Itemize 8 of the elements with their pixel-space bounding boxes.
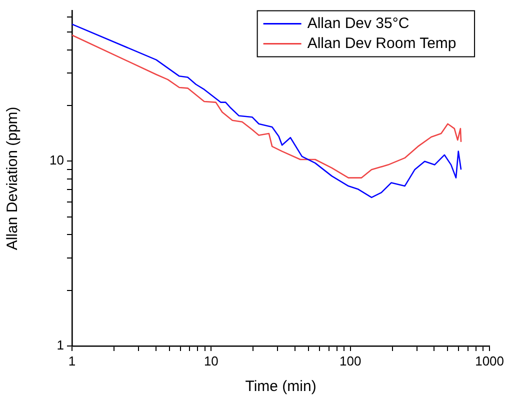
y-axis-title: Allan Deviation (ppm) <box>4 106 22 250</box>
legend-label: Allan Dev 35°C <box>307 14 410 32</box>
x-tick-label: 10 <box>204 353 218 368</box>
x-tick-label: 1 <box>68 353 76 368</box>
x-tick-label: 1000 <box>475 353 504 368</box>
legend-label: Allan Dev Room Temp <box>307 34 456 52</box>
x-axis-title: Time (min) <box>245 378 316 396</box>
x-tick-label: 100 <box>340 353 362 368</box>
